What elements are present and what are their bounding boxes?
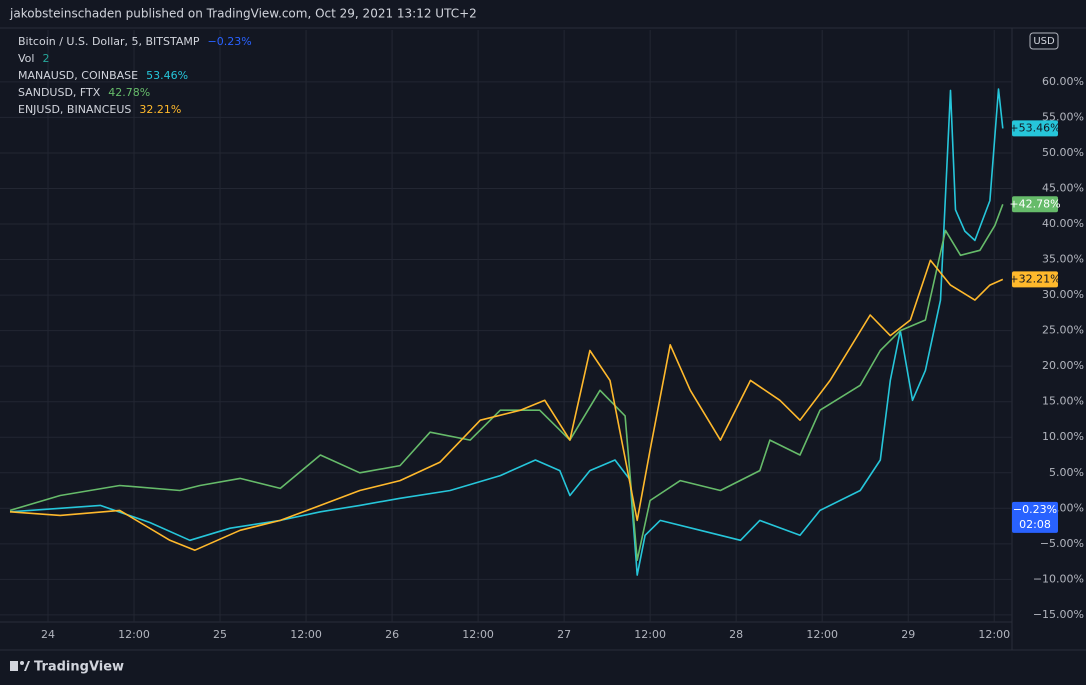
currency-badge — [1029, 32, 1059, 50]
x-tick-label: 25 — [213, 628, 227, 641]
y-tick-label: 30.00% — [1042, 288, 1084, 301]
series-line — [9, 88, 1004, 576]
legend-value: −0.23% — [208, 35, 252, 48]
last-value-label: +53.46% — [1009, 121, 1060, 134]
price-badge-countdown: 02:08 — [1019, 518, 1051, 531]
y-tick-label: −10.00% — [1033, 572, 1084, 585]
last-value-badge — [1012, 271, 1058, 288]
x-tick-label: 26 — [385, 628, 399, 641]
x-tick-label: 28 — [729, 628, 743, 641]
legend-name: ENJUSD, BINANCEUS — [18, 103, 131, 116]
legend-name: SANDUSD, FTX — [18, 86, 101, 99]
y-tick-label: 50.00% — [1042, 146, 1084, 159]
legend-name: MANAUSD, COINBASE — [18, 69, 138, 82]
y-tick-label: 5.00% — [1049, 466, 1084, 479]
last-value-badge — [1012, 196, 1058, 213]
header: jakobsteinschaden published on TradingVi… — [9, 7, 477, 21]
y-tick-label: 10.00% — [1042, 430, 1084, 443]
legend-name: Vol — [18, 52, 34, 65]
x-tick-label: 27 — [557, 628, 571, 641]
price-badge — [1012, 501, 1058, 533]
legend-value: 53.46% — [146, 69, 188, 82]
y-tick-label: 45.00% — [1042, 181, 1084, 194]
x-tick-label: 12:00 — [806, 628, 838, 641]
x-tick-label: 12:00 — [462, 628, 494, 641]
y-tick-label: −5.00% — [1040, 537, 1084, 550]
footer-brand: TradingView — [34, 660, 124, 675]
y-tick-label: 20.00% — [1042, 359, 1084, 372]
legend-name: Bitcoin / U.S. Dollar, 5, BITSTAMP — [18, 35, 200, 48]
x-tick-label: 29 — [901, 628, 915, 641]
x-tick-label: 12:00 — [290, 628, 322, 641]
legend-value: 32.21% — [139, 103, 181, 116]
y-tick-label: 25.00% — [1042, 324, 1084, 337]
x-tick-label: 24 — [41, 628, 55, 641]
price-badge-label: −0.23% — [1013, 503, 1057, 516]
footer-logo — [10, 661, 30, 671]
y-tick-label: 55.00% — [1042, 110, 1084, 123]
y-tick-label: 60.00% — [1042, 75, 1084, 88]
legend-value: 42.78% — [108, 86, 150, 99]
x-tick-label: 12:00 — [118, 628, 150, 641]
y-tick-label: 35.00% — [1042, 253, 1084, 266]
x-tick-label: 12:00 — [634, 628, 666, 641]
last-value-label: +32.21% — [1009, 272, 1060, 285]
y-tick-label: 15.00% — [1042, 395, 1084, 408]
series-line — [9, 259, 1004, 551]
currency-label: USD — [1033, 36, 1055, 47]
last-value-label: +42.78% — [1009, 197, 1060, 210]
y-tick-label: 40.00% — [1042, 217, 1084, 230]
y-tick-label: −15.00% — [1033, 608, 1084, 621]
x-tick-label: 12:00 — [978, 628, 1010, 641]
legend-value: 2 — [42, 52, 49, 65]
last-value-badge — [1012, 120, 1058, 137]
